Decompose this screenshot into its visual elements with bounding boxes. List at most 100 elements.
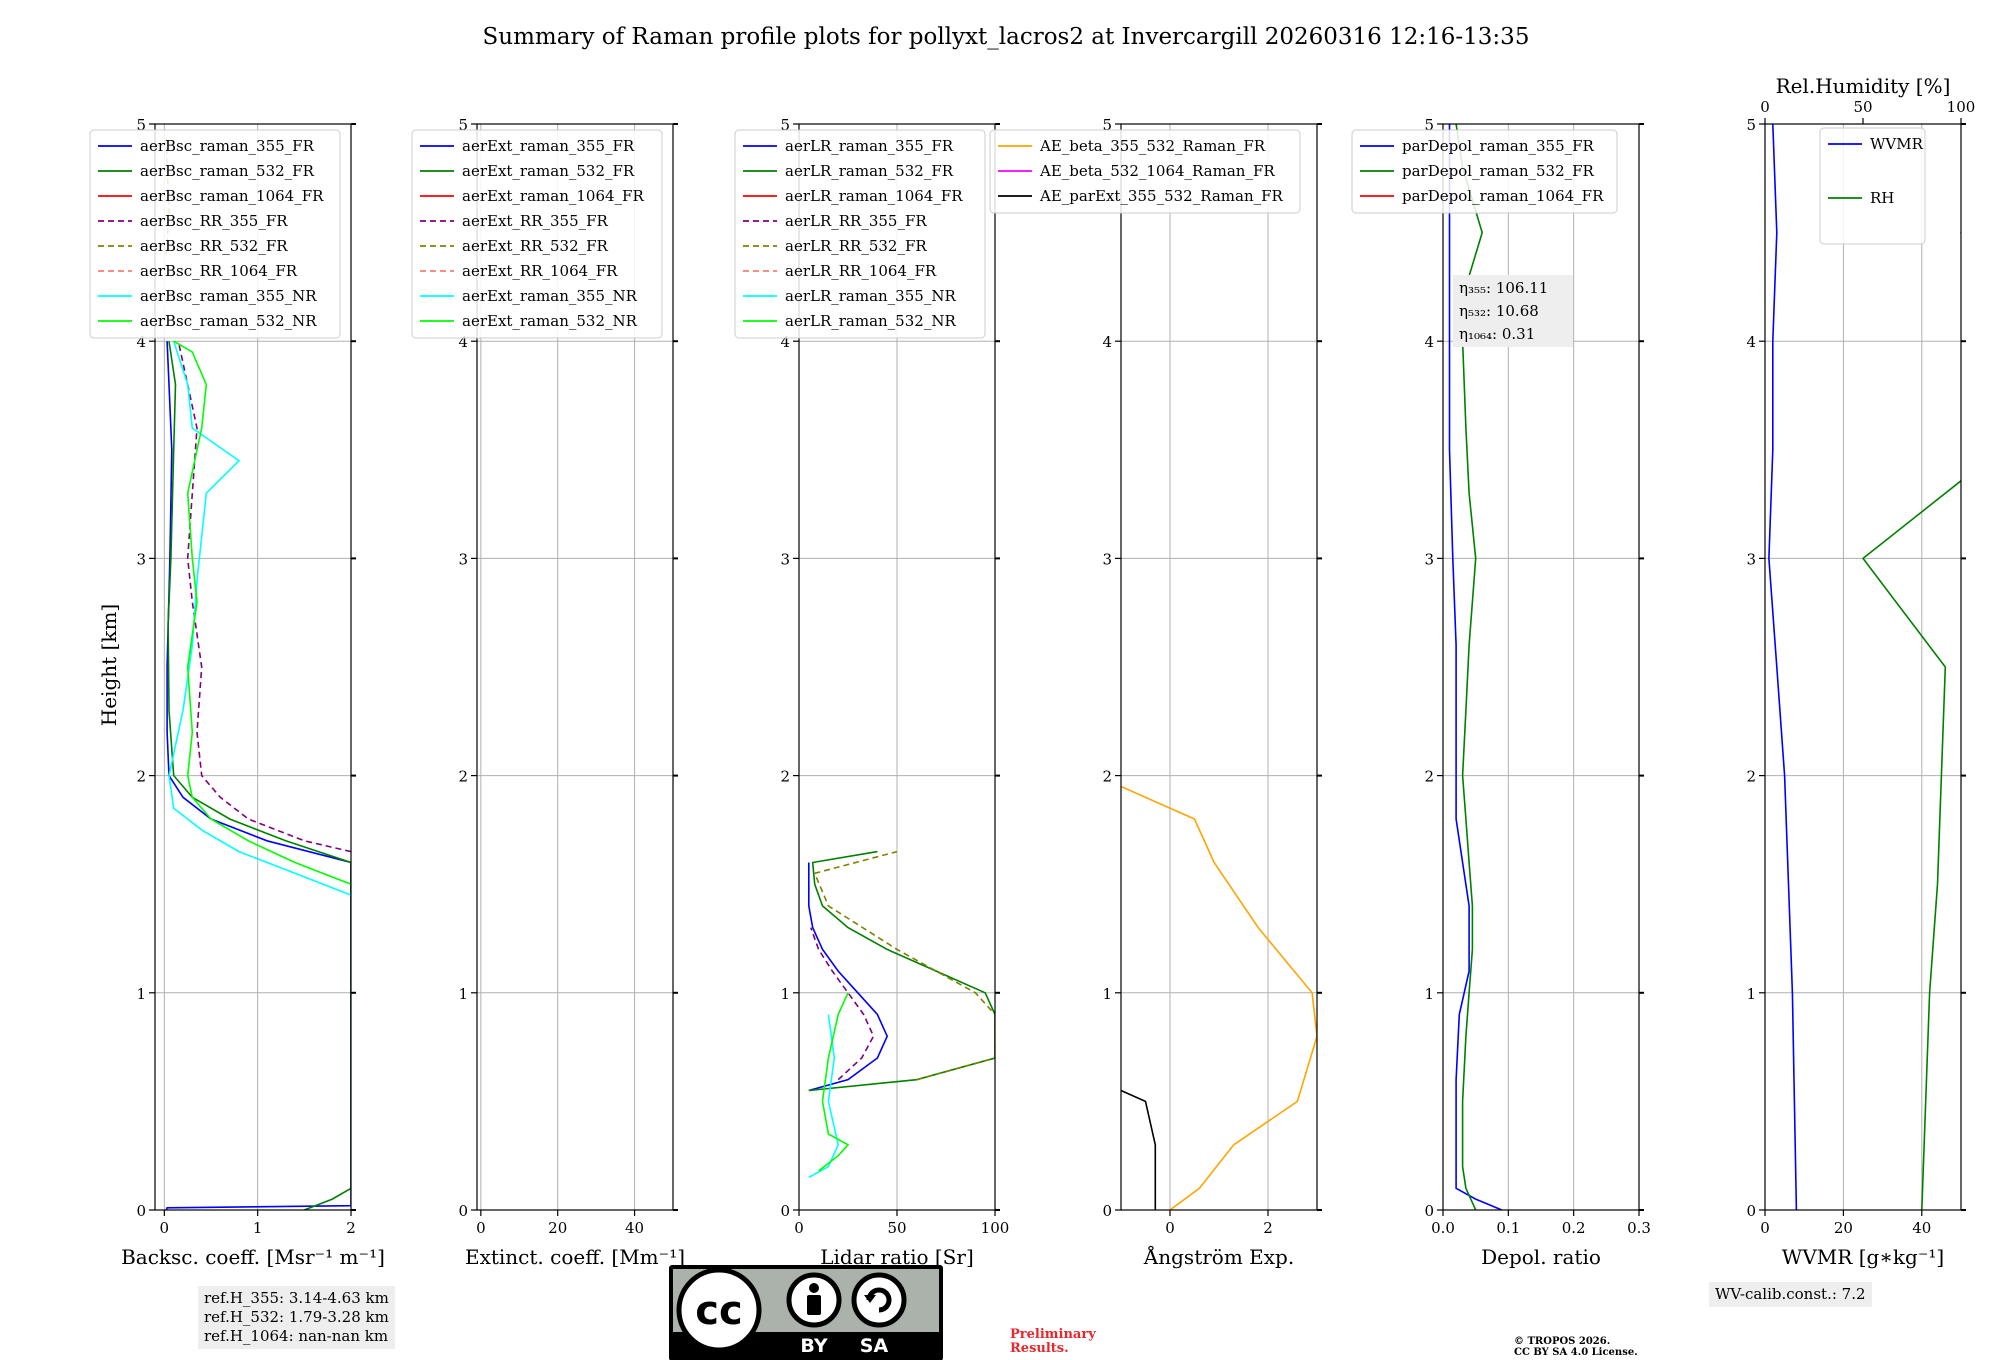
y-tick-label: 0 bbox=[1102, 1202, 1112, 1220]
series-aerLR_RR_355_FR bbox=[810, 927, 875, 1081]
legend: WVMR RH bbox=[1819, 127, 1926, 245]
panel-backscatter: 0 1 2 3 4 5 0 1 2 Backsc. coeff. [Msr⁻¹ m⁻¹] aerBs… bbox=[89, 116, 385, 1269]
y-tick-label: 2 bbox=[780, 768, 790, 786]
x-tick-label: 20 bbox=[1834, 1219, 1853, 1237]
series-AE_parExt_355_532_Raman_FR bbox=[1121, 1089, 1157, 1210]
x-axis-label: WVMR [g∗kg⁻¹] bbox=[1782, 1245, 1944, 1269]
preliminary-line-1: Preliminary bbox=[1010, 1327, 1096, 1342]
panel-angstrom: 0 1 2 3 4 5 0 2 Ångström Exp. AE_beta_355_532_Ram… bbox=[989, 116, 1322, 1269]
y-tick-label: 2 bbox=[458, 768, 468, 786]
legend-label: aerLR_raman_532_NR bbox=[785, 312, 956, 330]
series-aerLR_RR_532_FR bbox=[813, 850, 995, 1081]
y-tick-label: 4 bbox=[458, 333, 468, 351]
legend-label: aerLR_RR_532_FR bbox=[785, 237, 927, 255]
series-aerLR_raman_532_NR bbox=[818, 992, 850, 1172]
top-x-tick-label: 50 bbox=[1853, 98, 1872, 116]
x-tick-label: 50 bbox=[887, 1219, 906, 1237]
series-WVMR bbox=[1768, 124, 1798, 1210]
series-AE_beta_355_532_Raman_FR bbox=[1121, 785, 1317, 1210]
series-aerLR_raman_355_NR bbox=[808, 1014, 840, 1179]
preliminary-results-note: Preliminary Results. bbox=[1010, 1328, 1096, 1356]
y-tick-label: 1 bbox=[1424, 985, 1434, 1003]
legend-box bbox=[1819, 127, 1926, 245]
by-label: BY bbox=[800, 1335, 827, 1357]
y-tick-label: 5 bbox=[1746, 116, 1756, 134]
x-tick-label: 0 bbox=[1760, 1219, 1770, 1237]
plot-frame bbox=[1120, 123, 1318, 1211]
sa-label: SA bbox=[860, 1335, 889, 1357]
legend-label: aerExt_RR_1064_FR bbox=[462, 262, 618, 280]
preliminary-line-2: Results. bbox=[1010, 1341, 1069, 1356]
legend-label: AE_parExt_355_532_Raman_FR bbox=[1039, 187, 1284, 205]
chart-title: Summary of Raman profile plots for polly… bbox=[483, 24, 1530, 50]
y-tick-label: 3 bbox=[1746, 550, 1756, 568]
y-tick-label: 2 bbox=[1424, 768, 1434, 786]
cc-icon bbox=[676, 1267, 762, 1353]
series-aerBsc_RR_355_FR bbox=[177, 341, 351, 853]
copyright-line-2: CC BY SA 4.0 License. bbox=[1514, 1347, 1638, 1358]
copyright-note: © TROPOS 2026. CC BY SA 4.0 License. bbox=[1514, 1336, 1638, 1358]
y-tick-label: 1 bbox=[1102, 985, 1112, 1003]
sa-recycle-icon bbox=[851, 1272, 907, 1328]
legend: aerBsc_raman_355_FR aerBsc_raman_532_FRae… bbox=[89, 129, 341, 339]
copyright-line-1: © TROPOS 2026. bbox=[1514, 1336, 1611, 1347]
legend-label: parDepol_raman_532_FR bbox=[1402, 162, 1595, 180]
legend-label: aerLR_raman_355_NR bbox=[785, 287, 956, 305]
plot-frame bbox=[1442, 123, 1640, 1211]
y-tick-label: 3 bbox=[1102, 550, 1112, 568]
x-tick-label: 0 bbox=[476, 1219, 486, 1237]
y-tick-label: 5 bbox=[1102, 116, 1112, 134]
x-tick-label: 0.1 bbox=[1496, 1219, 1520, 1237]
y-tick-label: 0 bbox=[1424, 1202, 1434, 1220]
wv-calibration-box: WV-calib.const.: 7.2 bbox=[1709, 1282, 1872, 1307]
eta-annotation: η₃₅₅: 106.11 η₅₃₂: 10.68 η₁₀₆₄: 0.31 bbox=[1453, 275, 1573, 347]
x-tick-label: 2 bbox=[1263, 1219, 1273, 1237]
series-aerLR_raman_532_FR bbox=[808, 850, 995, 1092]
x-tick-label: 40 bbox=[1912, 1219, 1931, 1237]
x-tick-label: 0.0 bbox=[1431, 1219, 1455, 1237]
legend-label: aerBsc_raman_532_NR bbox=[140, 312, 317, 330]
y-tick-label: 0 bbox=[458, 1202, 468, 1220]
legend: AE_beta_355_532_Raman_FR AE_beta_532_1064… bbox=[989, 129, 1301, 214]
y-tick-label: 1 bbox=[458, 985, 468, 1003]
top-x-tick-label: 0 bbox=[1760, 98, 1770, 116]
y-tick-label: 4 bbox=[1746, 333, 1756, 351]
legend-label: aerBsc_RR_532_FR bbox=[140, 237, 288, 255]
y-tick-label: 2 bbox=[1102, 768, 1112, 786]
legend-label: aerLR_raman_532_FR bbox=[785, 162, 954, 180]
legend-label: AE_beta_355_532_Raman_FR bbox=[1039, 137, 1266, 155]
y-tick-label: 3 bbox=[780, 550, 790, 568]
top-x-tick-label: 100 bbox=[1947, 98, 1976, 116]
legend-label: aerBsc_RR_1064_FR bbox=[140, 262, 298, 280]
legend: parDepol_raman_355_FR parDepol_raman_532_… bbox=[1351, 129, 1618, 214]
eta-line: η₁₀₆₄: 0.31 bbox=[1459, 325, 1535, 343]
legend-box bbox=[734, 129, 986, 339]
legend-label: aerBsc_raman_532_FR bbox=[140, 162, 315, 180]
plot-frame bbox=[476, 123, 674, 1211]
y-tick-label: 4 bbox=[1102, 333, 1112, 351]
series-aerLR_raman_355_FR bbox=[807, 862, 889, 1092]
x-tick-label: 0 bbox=[794, 1219, 804, 1237]
cc-license-badge: cc BY SA bbox=[669, 1265, 943, 1360]
series-aerBsc_raman_532_NR bbox=[173, 340, 351, 885]
x-tick-label: 2 bbox=[346, 1219, 356, 1237]
panel-extinction: 0 1 2 3 4 5 0 20 40 Extinct. coeff. [Mm⁻¹] aerExt_… bbox=[411, 116, 685, 1269]
y-tick-label: 5 bbox=[136, 116, 146, 134]
legend-box bbox=[89, 129, 341, 339]
y-tick-label: 1 bbox=[136, 985, 146, 1003]
legend: aerExt_raman_355_FR aerExt_raman_532_FRae… bbox=[411, 129, 663, 339]
y-tick-label: 5 bbox=[458, 116, 468, 134]
y-tick-label: 1 bbox=[1746, 985, 1756, 1003]
y-tick-label: 2 bbox=[136, 768, 146, 786]
cc-icon-text: cc bbox=[695, 1288, 742, 1334]
top-x-axis-label: Rel.Humidity [%] bbox=[1776, 74, 1951, 98]
legend-box bbox=[989, 129, 1301, 214]
x-tick-label: 0 bbox=[1165, 1219, 1175, 1237]
plot-frame bbox=[1764, 123, 1962, 1211]
legend-label: aerBsc_raman_355_FR bbox=[140, 137, 315, 155]
y-tick-label: 4 bbox=[780, 333, 790, 351]
ref-height-1064: ref.H_1064: nan-nan km bbox=[204, 1327, 389, 1345]
series-RH bbox=[1861, 231, 1961, 1210]
